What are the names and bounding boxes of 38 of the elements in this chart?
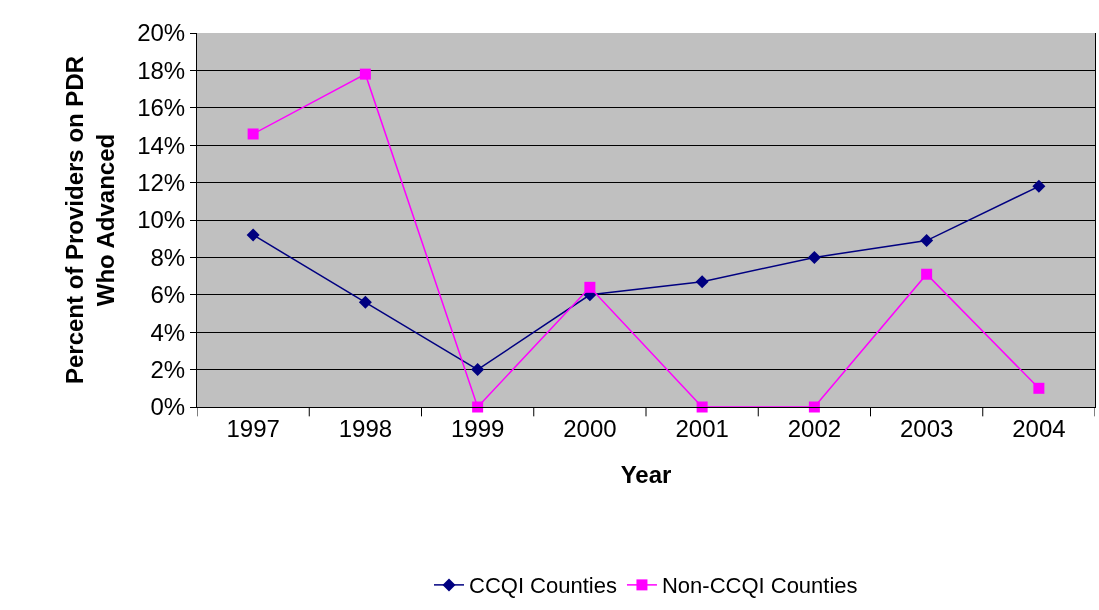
point <box>472 401 484 413</box>
point <box>920 234 934 248</box>
x-tick-label: 1997 <box>226 414 280 442</box>
y-tick-label: 2% <box>150 356 186 383</box>
point <box>808 401 820 413</box>
y-tick-label: 4% <box>150 318 186 346</box>
y-tick-label: 16% <box>137 94 186 122</box>
legend-label: CCQI Counties <box>469 573 617 599</box>
x-axis-title: Year <box>620 461 672 489</box>
x-tick-label: 2001 <box>675 414 729 442</box>
point <box>807 250 821 264</box>
point <box>1033 382 1045 394</box>
y-tick-label: 18% <box>137 56 186 84</box>
y-tick-label: 12% <box>137 169 186 196</box>
x-tick-label: 2002 <box>787 414 842 442</box>
point <box>695 275 709 289</box>
x-tick-label: 2004 <box>1012 414 1066 442</box>
point <box>246 228 260 242</box>
point <box>247 128 259 140</box>
x-tick-label: 2003 <box>899 414 954 442</box>
legend-label: Non-CCQI Counties <box>661 573 858 599</box>
x-tick-label: 1998 <box>338 414 393 442</box>
y-axis-title: Percent of Providers on PDR Who Advanced <box>61 55 120 385</box>
y-tick-label: 10% <box>137 206 186 234</box>
point <box>358 295 372 309</box>
y-tick-label: 14% <box>137 131 186 159</box>
y-tick-label: 0% <box>150 393 186 421</box>
y-tick-label: 8% <box>150 243 186 271</box>
point <box>696 401 708 413</box>
point <box>1032 179 1046 193</box>
point <box>471 363 485 377</box>
x-tick-label: 2000 <box>563 414 617 442</box>
point <box>584 281 596 293</box>
y-tick-label: 6% <box>150 281 186 309</box>
x-tick-label: 1999 <box>450 414 505 442</box>
point <box>921 268 933 280</box>
point <box>359 68 371 80</box>
y-tick-label: 20% <box>137 19 186 47</box>
